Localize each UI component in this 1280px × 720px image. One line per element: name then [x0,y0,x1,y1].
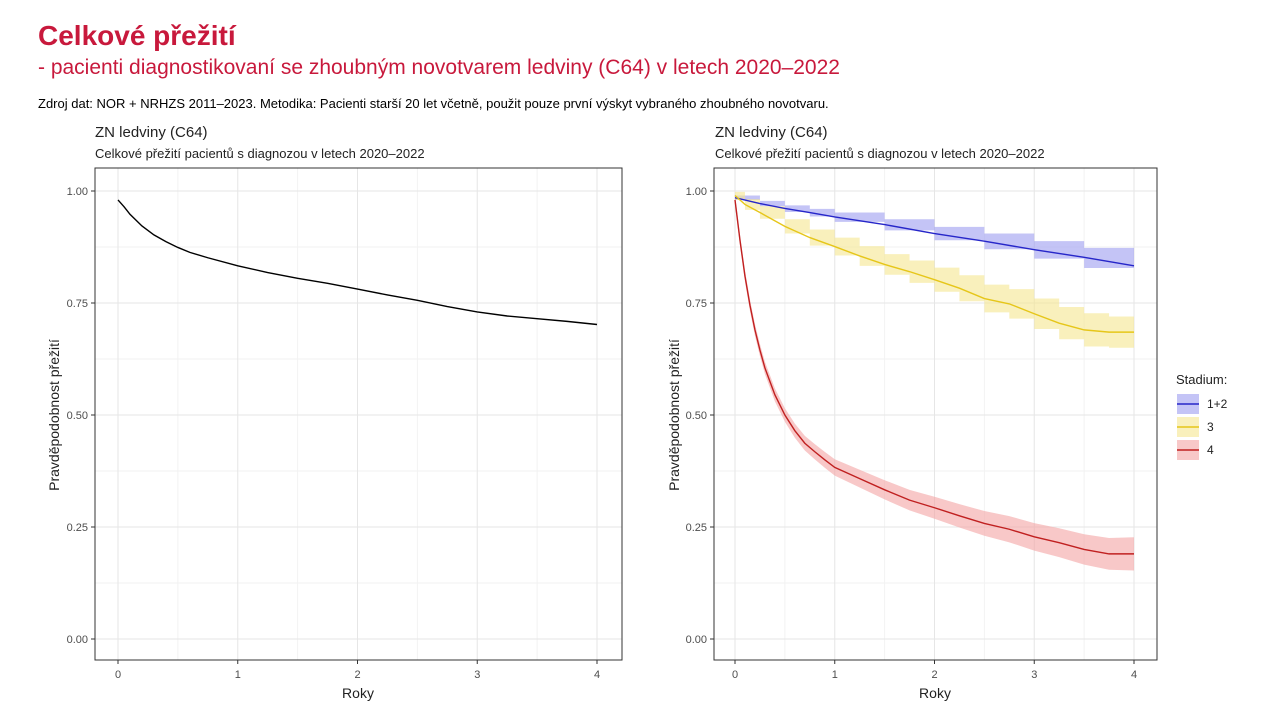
plot-border [94,167,623,661]
y-tick-label: 1.00 [686,186,707,198]
y-tick-label: 0.00 [686,634,707,646]
x-tick-label: 4 [594,669,600,681]
y-tick-label: 0.50 [686,410,707,422]
data-source-note: Zdroj dat: NOR + NRHZS 2011–2023. Metodi… [38,96,829,111]
plot-border [713,167,1158,661]
y-tick-label: 0.00 [67,634,88,646]
legend-label: 1+2 [1207,397,1228,411]
y-axis-label: Pravděpodobnost přežití [666,339,682,491]
y-tick-label: 0.25 [67,522,88,534]
chart-subtitle: Celkové přežití pacientů s diagnozou v l… [715,146,1045,161]
x-tick-label: 3 [1031,669,1037,681]
x-tick-label: 1 [832,669,838,681]
plot-background [714,168,1157,660]
plot-area: 0 1 2 3 4 0.00 0.25 0.50 0.75 1.00 [67,167,623,681]
y-tick-label: 0.25 [686,522,707,534]
series-line-4 [734,199,1134,555]
x-axis-label: Roky [919,685,951,701]
page-subtitle: - pacienti diagnostikovaní se zhoubným n… [38,56,840,79]
x-axis-label: Roky [342,685,374,701]
series-line-overall [117,199,598,326]
y-tick-label: 0.75 [686,298,707,310]
legend-label: 3 [1207,420,1214,434]
y-tick-label: 0.50 [67,410,88,422]
confidence-band-3 [735,191,1134,348]
legend: Stadium: 1+2 3 4 [1176,372,1228,460]
chart-subtitle: Celkové přežití pacientů s diagnozou v l… [95,146,425,161]
series-line-3 [734,194,1134,333]
x-tick-label: 0 [115,669,121,681]
x-tick-label: 2 [931,669,937,681]
plot-area: 0 1 2 3 4 0.00 0.25 0.50 0.75 1.00 [686,167,1158,681]
legend-title: Stadium: [1176,372,1227,387]
survival-by-stage-chart: ZN ledviny (C64) Celkové přežití pacient… [666,124,1158,701]
x-tick-label: 3 [474,669,480,681]
page-title: Celkové přežití [38,20,236,51]
legend-label: 4 [1207,443,1214,457]
x-tick-label: 4 [1131,669,1137,681]
chart-title: ZN ledviny (C64) [95,124,208,141]
x-tick-label: 2 [354,669,360,681]
confidence-band-1-2 [735,195,1134,274]
overall-survival-chart: ZN ledviny (C64) Celkové přežití pacient… [46,124,623,701]
y-tick-label: 0.75 [67,298,88,310]
chart-title: ZN ledviny (C64) [715,124,828,141]
y-tick-label: 1.00 [67,186,88,198]
plot-background [95,168,622,660]
x-tick-label: 1 [235,669,241,681]
series-line-1-2 [734,197,1135,267]
y-axis-label: Pravděpodobnost přežití [46,339,62,491]
x-tick-label: 0 [732,669,738,681]
